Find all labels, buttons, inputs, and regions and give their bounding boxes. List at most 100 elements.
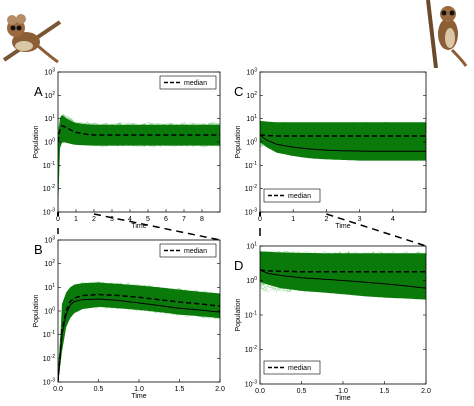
panel-label: D bbox=[234, 258, 243, 273]
x-tick-label: 2 bbox=[92, 216, 96, 223]
legend: median bbox=[159, 243, 217, 258]
tick-label: 101 bbox=[246, 114, 257, 123]
x-tick-label: 1 bbox=[74, 216, 78, 223]
trajectory-line bbox=[58, 304, 220, 382]
zoom-marker bbox=[57, 212, 59, 216]
panel-a: 10-3 10-2 10-1 100 101 102 103 0 1 2 3 4 5 6 7 8 Time Pop… bbox=[33, 68, 221, 230]
plot-area bbox=[58, 113, 220, 212]
x-tick-label: 2.0 bbox=[215, 386, 225, 393]
y-axis-label: Population bbox=[33, 294, 40, 327]
tick-label: 100 bbox=[44, 138, 55, 147]
tick-label: 10-1 bbox=[245, 161, 257, 170]
tick-label: 10-3 bbox=[245, 380, 257, 389]
tick-label: 100 bbox=[246, 276, 257, 285]
x-tick-label: 5 bbox=[146, 216, 150, 223]
tick-label: 103 bbox=[44, 68, 55, 77]
tick-label: 10-2 bbox=[245, 345, 257, 354]
legend-label: median bbox=[184, 248, 207, 255]
y-axis-label: Population bbox=[235, 125, 242, 158]
tick-label: 10-3 bbox=[43, 208, 55, 217]
x-tick-label: 4 bbox=[128, 216, 132, 223]
legend-box bbox=[263, 360, 321, 375]
tick-label: 10-2 bbox=[245, 184, 257, 193]
mean-line bbox=[260, 134, 426, 152]
tick-label: 102 bbox=[44, 259, 55, 268]
panel-label: A bbox=[34, 84, 43, 99]
connector-right bbox=[93, 213, 221, 241]
legend-box bbox=[159, 75, 217, 90]
panel-d: 10-3 10-2 10-1 100 101 0.0 0.5 1.0 1.5 2.0 Time Pop… bbox=[234, 242, 431, 403]
x-tick-label: 0.0 bbox=[255, 388, 265, 395]
x-tick-label: 0.5 bbox=[94, 386, 104, 393]
tick-label: 101 bbox=[246, 242, 257, 251]
tick-label: 103 bbox=[246, 68, 257, 77]
tick-label: 101 bbox=[44, 283, 55, 292]
x-tick-label: 2.0 bbox=[421, 388, 431, 395]
x-tick-label: 1.0 bbox=[338, 388, 348, 395]
tick-label: 100 bbox=[246, 138, 257, 147]
x-tick-label: 0 bbox=[258, 216, 262, 223]
x-axis-label: Time bbox=[335, 395, 350, 402]
x-tick-label: 1 bbox=[291, 216, 295, 223]
median-line bbox=[260, 134, 426, 137]
tick-label: 10-2 bbox=[43, 354, 55, 363]
tick-label: 102 bbox=[246, 91, 257, 100]
panel-label: B bbox=[34, 242, 43, 257]
y-axis-label: Population bbox=[235, 298, 242, 331]
legend-label: median bbox=[184, 80, 207, 87]
panel-b: 10-3 10-2 10-1 100 101 102 103 0.0 0.5 1.0 1.5 2.0 T… bbox=[33, 236, 225, 401]
x-axis-label: Time bbox=[131, 223, 146, 230]
x-axis-label: Time bbox=[335, 223, 350, 230]
percentile-band bbox=[58, 114, 220, 212]
trajectory-line bbox=[58, 117, 220, 134]
tick-label: 10-1 bbox=[43, 330, 55, 339]
median-line bbox=[58, 293, 220, 382]
zoom-marker bbox=[259, 212, 261, 216]
x-tick-label: 7 bbox=[182, 216, 186, 223]
panel-label: C bbox=[234, 84, 243, 99]
percentile-band bbox=[58, 282, 220, 382]
x-tick-label: 1.0 bbox=[134, 386, 144, 393]
x-tick-label: 4 bbox=[391, 216, 395, 223]
tick-label: 103 bbox=[44, 236, 55, 245]
mean-line bbox=[58, 298, 220, 382]
plot-area bbox=[260, 250, 426, 300]
x-tick-label: 0.0 bbox=[53, 386, 63, 393]
median-line bbox=[58, 124, 220, 143]
x-tick-label: 8 bbox=[200, 216, 204, 223]
x-tick-label: 0 bbox=[56, 216, 60, 223]
plot-area bbox=[58, 281, 220, 382]
tick-label: 10-1 bbox=[245, 311, 257, 320]
x-axis-label: Time bbox=[131, 393, 146, 400]
plot-area bbox=[260, 120, 426, 161]
tick-label: 10-2 bbox=[43, 184, 55, 193]
legend: median bbox=[159, 75, 217, 90]
x-tick-label: 0.5 bbox=[297, 388, 307, 395]
y-axis-label: Population bbox=[33, 125, 40, 158]
legend: median bbox=[263, 188, 321, 203]
legend: median bbox=[263, 360, 321, 375]
tick-label: 10-3 bbox=[245, 208, 257, 217]
tick-label: 10-1 bbox=[43, 161, 55, 170]
zoom-connectors bbox=[57, 212, 427, 247]
median-line bbox=[260, 269, 426, 273]
legend-label: median bbox=[288, 365, 311, 372]
legend-box bbox=[263, 188, 321, 203]
x-tick-label: 2 bbox=[324, 216, 328, 223]
mean-line bbox=[260, 269, 426, 289]
x-tick-label: 1.5 bbox=[175, 386, 185, 393]
x-tick-label: 3 bbox=[358, 216, 362, 223]
panel-c: 10-3 10-2 10-1 100 101 102 103 0 1 2 3 4 Time Populat… bbox=[234, 68, 427, 230]
connector-right bbox=[326, 213, 427, 247]
lemur-photo-left-icon bbox=[2, 2, 62, 64]
tick-label: 101 bbox=[44, 114, 55, 123]
tick-label: 10-3 bbox=[43, 378, 55, 387]
percentile-band bbox=[260, 251, 426, 300]
x-tick-label: 1.5 bbox=[380, 388, 390, 395]
legend-box bbox=[159, 243, 217, 258]
x-tick-label: 3 bbox=[110, 216, 114, 223]
lemur-photo-right-icon bbox=[422, 0, 470, 68]
percentile-band bbox=[260, 120, 426, 161]
